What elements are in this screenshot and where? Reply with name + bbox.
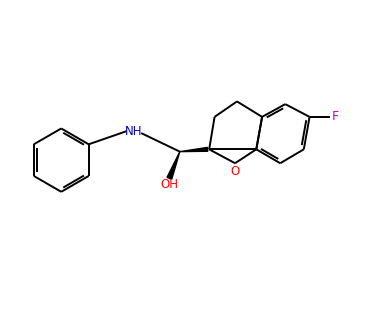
Text: OH: OH [160,177,179,191]
Polygon shape [167,152,180,179]
Polygon shape [180,147,208,152]
Text: NH: NH [125,125,142,138]
Text: F: F [331,111,339,123]
Text: O: O [230,165,240,178]
